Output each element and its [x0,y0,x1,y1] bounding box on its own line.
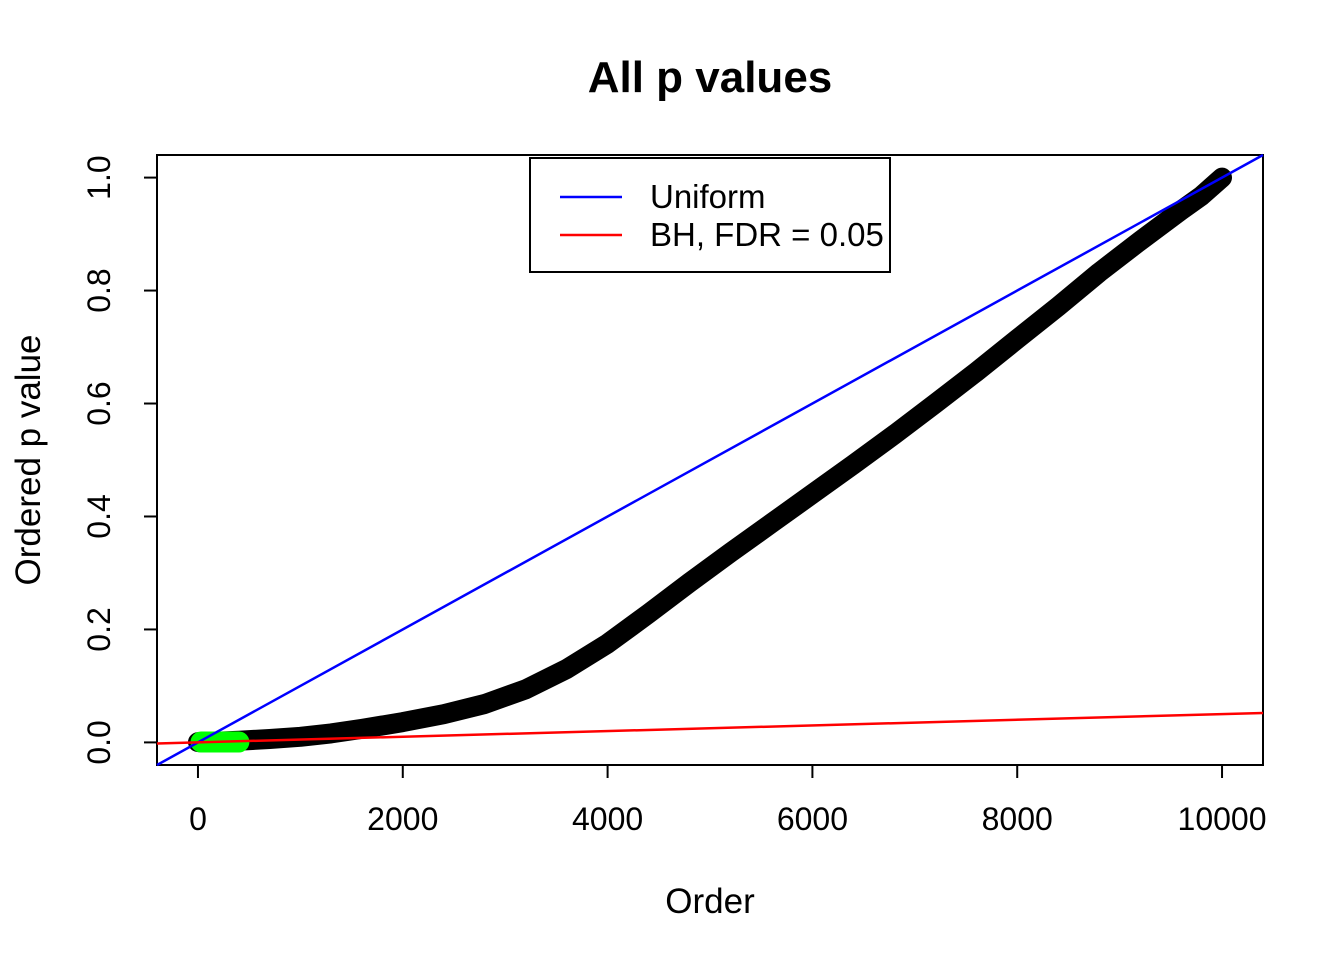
observed-pvalue-curve [188,167,1232,753]
y-tick-label: 0.2 [81,607,117,651]
y-tick-label: 0.0 [81,720,117,764]
uniform-reference-line [156,153,1264,767]
legend-bh-label: BH, FDR = 0.05 [650,216,884,253]
y-tick-label: 1.0 [81,155,117,199]
chart-title: All p values [588,53,833,102]
y-axis-ticks: 0.0 0.2 0.4 0.6 0.8 1.0 [81,155,157,765]
x-tick-label: 10000 [1178,801,1267,837]
x-tick-label: 2000 [367,801,438,837]
plot-box [156,154,1264,766]
data-series-group [156,153,1264,767]
x-axis-title: Order [665,882,755,921]
legend: Uniform BH, FDR = 0.05 [529,157,891,273]
y-tick-label: 0.4 [81,494,117,538]
x-tick-label: 8000 [982,801,1053,837]
x-tick-label: 0 [189,801,207,837]
x-tick-label: 4000 [572,801,643,837]
legend-uniform-label: Uniform [650,178,766,215]
legend-box [529,157,891,273]
x-tick-label: 6000 [777,801,848,837]
bh-threshold-line [156,711,1264,745]
x-axis-ticks: 0 2000 4000 6000 8000 10000 [189,765,1267,837]
y-tick-label: 0.6 [81,381,117,425]
y-axis-title: Ordered p value [9,335,48,586]
y-tick-label: 0.8 [81,268,117,312]
